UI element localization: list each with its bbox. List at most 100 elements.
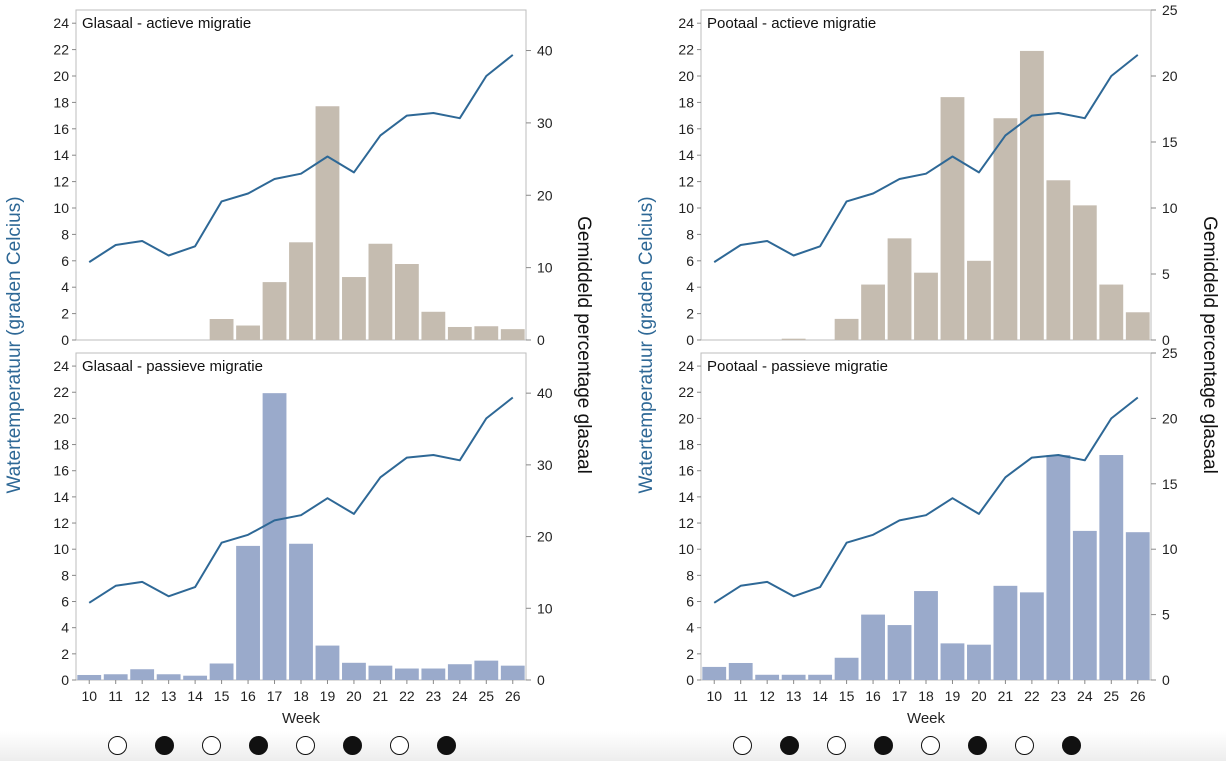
carousel-dot-right-1[interactable] — [733, 736, 752, 755]
carousel-dot-left-3[interactable] — [202, 736, 221, 755]
right-tick-label: 20 — [537, 529, 553, 545]
chart-pootaal: Pootaal - actieve migratie02468101214161… — [636, 2, 1220, 727]
right-tick-label: 30 — [537, 115, 553, 131]
left-tick-label: 16 — [53, 121, 69, 137]
x-axis-label: Week — [907, 710, 946, 727]
carousel-dot-left-5[interactable] — [296, 736, 315, 755]
carousel-dot-left-1[interactable] — [108, 736, 127, 755]
bar-week-26 — [500, 665, 525, 680]
left-tick-label: 10 — [53, 541, 69, 557]
left-axis-label: Watertemperatuur (graden Celcius) — [4, 196, 25, 493]
left-tick-label: 12 — [678, 515, 694, 531]
carousel-dot-right-2[interactable] — [780, 736, 799, 755]
right-axis-label: Gemiddeld percentage glasaal — [1199, 216, 1220, 474]
bar-week-16 — [861, 284, 885, 340]
bar-week-19 — [315, 645, 340, 680]
bar-week-15 — [834, 657, 859, 680]
left-tick-label: 22 — [678, 42, 694, 58]
bar-week-19 — [940, 97, 965, 341]
x-tick-label: 16 — [865, 688, 881, 704]
carousel-dot-left-8[interactable] — [437, 736, 456, 755]
x-tick-label: 24 — [1077, 688, 1093, 704]
bar-week-21 — [368, 665, 393, 680]
bar-week-26 — [500, 329, 525, 340]
left-tick-label: 12 — [53, 174, 69, 190]
bar-week-13 — [781, 338, 806, 340]
bar-week-18 — [914, 272, 938, 340]
carousel-dots-right — [733, 736, 1081, 755]
x-tick-label: 24 — [452, 688, 468, 704]
x-tick-label: 16 — [240, 688, 256, 704]
bar-week-22 — [394, 264, 419, 340]
bar-week-16 — [861, 614, 885, 680]
bar-week-15 — [834, 318, 859, 340]
left-tick-label: 24 — [678, 358, 694, 374]
x-tick-label: 26 — [505, 688, 521, 704]
right-axis-label: Gemiddeld percentage glasaal — [573, 216, 594, 474]
carousel-dot-left-6[interactable] — [343, 736, 362, 755]
bar-week-13 — [156, 674, 181, 680]
bar-week-25 — [474, 326, 499, 340]
panel-title: Glasaal - passieve migratie — [82, 358, 263, 375]
left-tick-label: 10 — [53, 200, 69, 216]
bar-week-18 — [289, 242, 313, 340]
right-axis-ticks: 0 5 10 15 20 25 — [1151, 345, 1178, 688]
carousel-dot-left-4[interactable] — [249, 736, 268, 755]
carousel-dot-left-2[interactable] — [155, 736, 174, 755]
carousel-dot-left-7[interactable] — [390, 736, 409, 755]
carousel-dot-right-6[interactable] — [968, 736, 987, 755]
bar-week-24 — [1072, 530, 1097, 680]
bar-week-12 — [130, 669, 155, 680]
bar-week-14 — [183, 675, 208, 680]
x-tick-label: 12 — [759, 688, 775, 704]
left-tick-label: 6 — [686, 594, 694, 610]
right-tick-label: 10 — [1162, 200, 1178, 216]
x-tick-label: 20 — [346, 688, 362, 704]
left-tick-label: 8 — [686, 567, 694, 583]
panel-actief: Pootaal - actieve migratie02468101214161… — [678, 2, 1177, 348]
carousel-dot-right-8[interactable] — [1062, 736, 1081, 755]
left-tick-label: 24 — [53, 358, 69, 374]
right-tick-label: 20 — [1162, 68, 1178, 84]
bar-week-17 — [887, 238, 912, 340]
bar-week-23 — [1046, 180, 1071, 340]
left-tick-label: 14 — [53, 147, 69, 163]
left-tick-label: 24 — [678, 15, 694, 31]
x-tick-label: 18 — [293, 688, 309, 704]
right-tick-label: 10 — [537, 260, 553, 276]
carousel-dot-right-4[interactable] — [874, 736, 893, 755]
carousel-dot-right-3[interactable] — [827, 736, 846, 755]
left-tick-label: 22 — [53, 384, 69, 400]
panel-title: Pootaal - passieve migratie — [707, 358, 888, 375]
right-tick-label: 25 — [1162, 345, 1178, 361]
bar-week-12 — [755, 674, 780, 680]
bar-week-21 — [993, 585, 1018, 680]
bar-week-10 — [702, 666, 727, 680]
left-tick-label: 16 — [678, 121, 694, 137]
x-tick-label: 14 — [812, 688, 828, 704]
carousel-dot-right-5[interactable] — [921, 736, 940, 755]
left-tick-label: 4 — [61, 279, 69, 295]
x-tick-label: 11 — [108, 688, 123, 704]
bar-week-24 — [1072, 205, 1097, 340]
chart-glasaal: Glasaal - actieve migratie02468101214161… — [4, 9, 594, 727]
left-tick-label: 4 — [686, 279, 694, 295]
x-tick-label: 11 — [733, 688, 748, 704]
left-tick-label: 10 — [678, 200, 694, 216]
left-tick-label: 14 — [678, 489, 694, 505]
left-tick-label: 18 — [678, 94, 694, 110]
temperature-line — [88, 54, 514, 263]
left-tick-label: 0 — [61, 672, 69, 688]
right-tick-label: 5 — [1162, 607, 1170, 623]
left-tick-label: 6 — [61, 594, 69, 610]
temperature-line — [713, 396, 1139, 604]
bar-week-22 — [1019, 50, 1044, 341]
left-tick-label: 20 — [678, 68, 694, 84]
x-tick-label: 13 — [161, 688, 177, 704]
bar-week-23 — [1046, 455, 1071, 680]
carousel-dot-right-7[interactable] — [1015, 736, 1034, 755]
left-tick-label: 6 — [686, 253, 694, 269]
bar-week-20 — [967, 260, 991, 340]
